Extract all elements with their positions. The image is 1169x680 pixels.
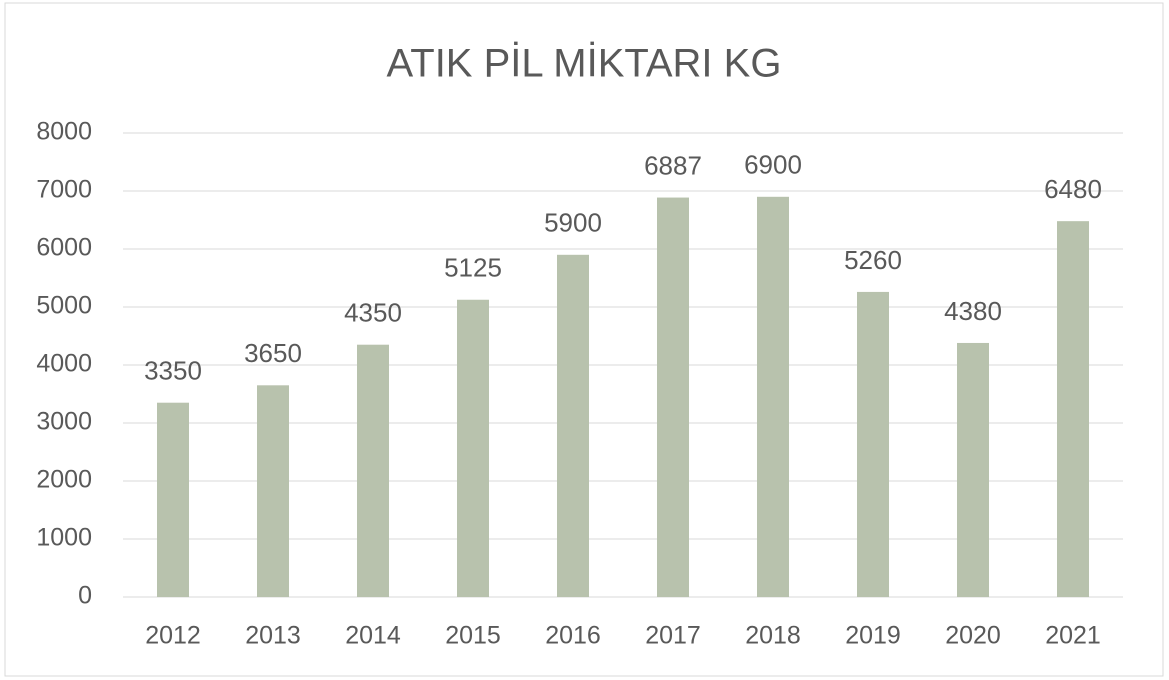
- value-label: 6887: [644, 150, 702, 180]
- x-tick-label: 2013: [245, 622, 301, 650]
- bar: [657, 197, 689, 597]
- value-label: 5260: [844, 245, 902, 275]
- y-tick-label: 4000: [36, 350, 92, 378]
- value-label: 4350: [344, 298, 402, 328]
- y-tick-label: 1000: [36, 524, 92, 552]
- x-tick-label: 2015: [445, 622, 501, 650]
- bar: [1057, 221, 1089, 597]
- bar: [457, 299, 489, 597]
- bar: [957, 342, 989, 597]
- y-tick-label: 5000: [36, 292, 92, 320]
- y-tick-label: 7000: [36, 176, 92, 204]
- value-label: 5900: [544, 208, 602, 238]
- bar: [257, 385, 289, 597]
- value-label: 6480: [1044, 174, 1102, 204]
- y-tick-label: 6000: [36, 234, 92, 262]
- value-label: 5125: [444, 253, 502, 283]
- y-tick-label: 2000: [36, 466, 92, 494]
- value-label: 4380: [944, 296, 1002, 326]
- value-label: 3650: [244, 338, 302, 368]
- x-tick-label: 2018: [745, 622, 801, 650]
- bar: [557, 254, 589, 598]
- y-tick-label: 3000: [36, 408, 92, 436]
- x-tick-label: 2014: [345, 622, 401, 650]
- x-tick-label: 2021: [1045, 622, 1101, 650]
- x-tick-label: 2019: [845, 622, 901, 650]
- x-tick-label: 2017: [645, 622, 701, 650]
- y-tick-label: 8000: [36, 118, 92, 146]
- bar: [157, 402, 189, 597]
- value-label: 3350: [144, 356, 202, 386]
- chart-title: ATIK PİL MİKTARI KG: [387, 41, 782, 86]
- x-tick-label: 2016: [545, 622, 601, 650]
- bar: [757, 196, 789, 598]
- x-tick-label: 2020: [945, 622, 1001, 650]
- y-tick-label: 0: [78, 582, 92, 610]
- bar: [857, 291, 889, 597]
- x-tick-label: 2012: [145, 622, 201, 650]
- bar: [357, 344, 389, 597]
- value-label: 6900: [744, 150, 802, 180]
